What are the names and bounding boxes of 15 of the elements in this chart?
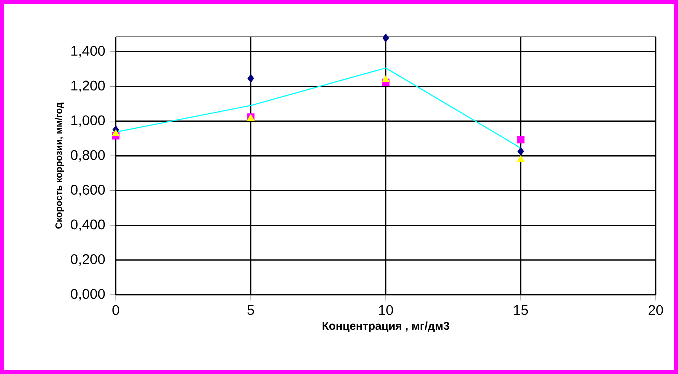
y-tick-label: 0,400 [71, 220, 106, 232]
x-tick-label: 0 [112, 305, 120, 316]
y-tick-label: 1,000 [72, 116, 106, 128]
x-tick-label: 20 [648, 305, 664, 316]
x-tick-label: 10 [379, 305, 394, 316]
y-tick-label: 1,200 [72, 80, 106, 92]
y-axis-title: Скорость коррозии, мм/год [55, 102, 64, 229]
x-tick-label: 15 [514, 305, 528, 316]
y-tick-label: 0,000 [71, 289, 106, 301]
y-tick-label: 1,400 [72, 46, 106, 58]
y-tick-label: 0,200 [71, 254, 106, 266]
x-axis-title: Концентрация , мг/дм3 [322, 322, 450, 332]
y-tick-label: 0,600 [71, 185, 106, 197]
x-tick-label: 5 [248, 305, 254, 316]
y-tick-label: 0,800 [71, 150, 106, 162]
